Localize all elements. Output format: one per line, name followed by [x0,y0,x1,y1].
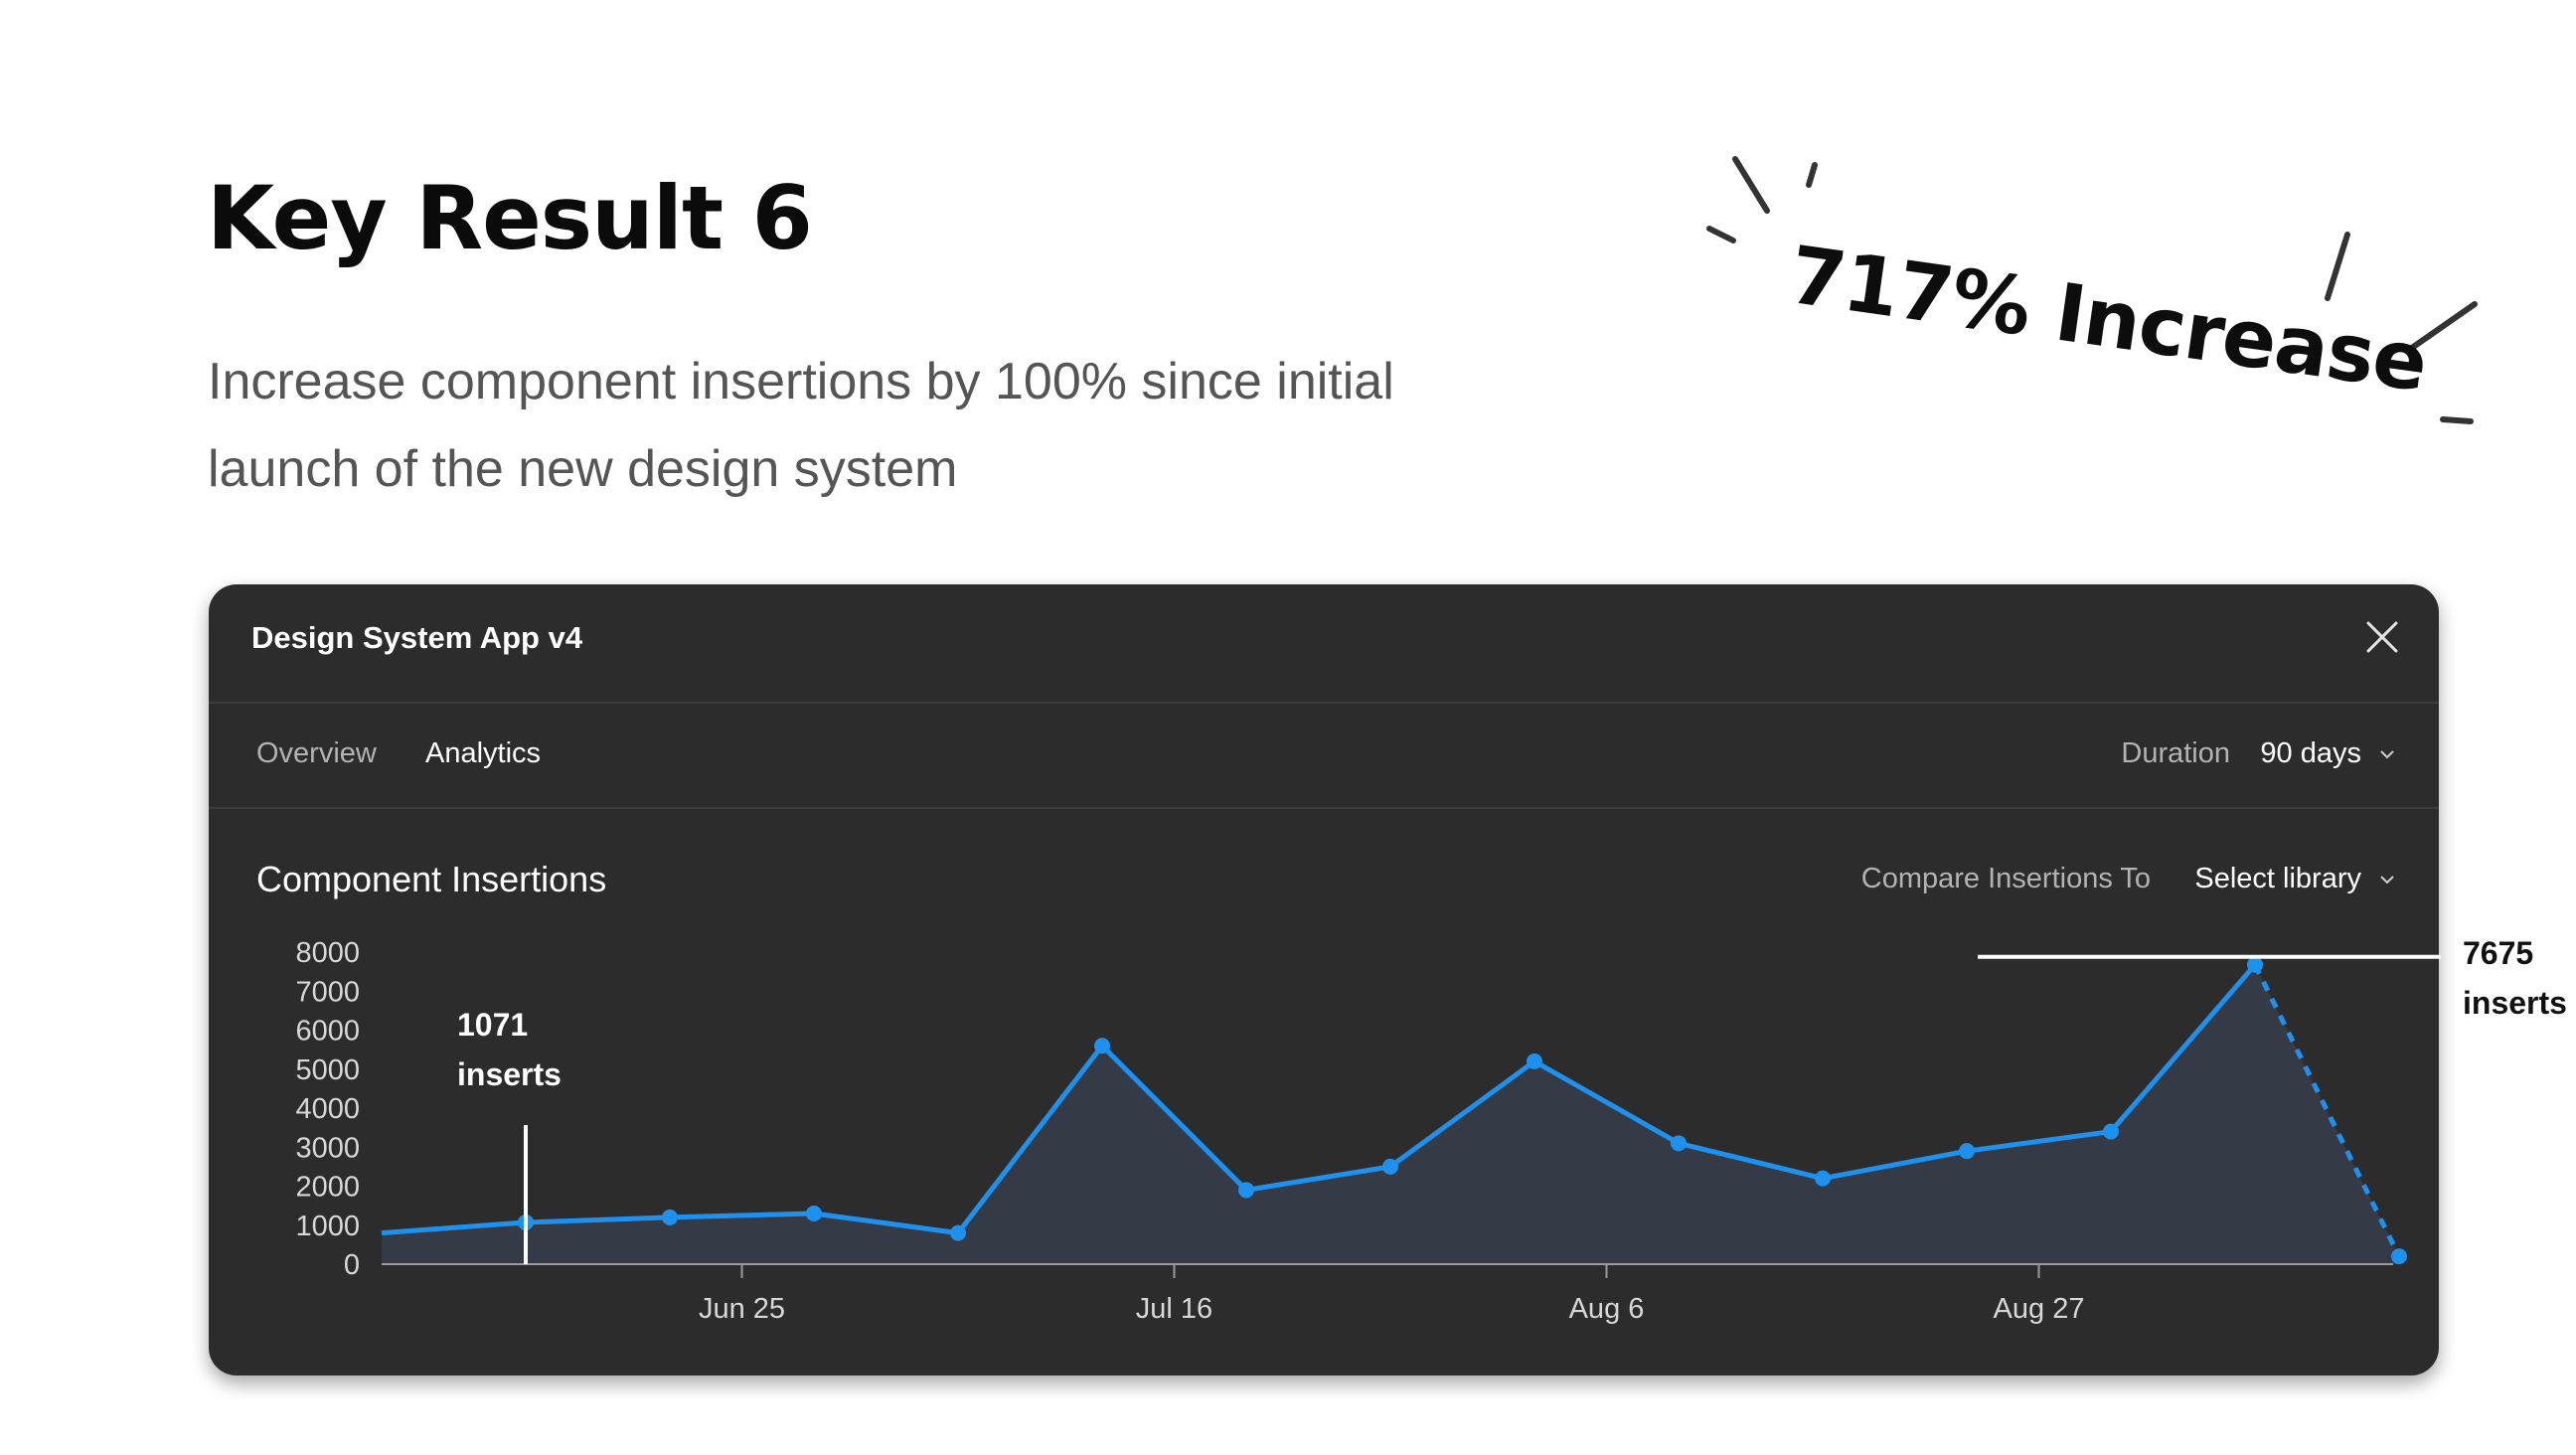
data-point [2103,1123,2119,1140]
x-tick-label: Jul 16 [1136,1293,1212,1325]
data-point [2247,956,2263,973]
y-tick-label: 8000 [295,937,360,969]
data-point [1527,1052,1542,1069]
compare-label: Compare Insertions To [1860,863,2151,894]
annotation-unit: inserts [457,1056,562,1092]
window-header: Design System App v4 [209,584,2439,704]
annotation-unit: inserts [2463,985,2567,1021]
y-tick-label: 3000 [295,1132,360,1164]
data-point [1959,1143,1975,1160]
compare-library-dropdown[interactable]: Select library [2194,863,2395,895]
data-point [1238,1182,1254,1199]
window-title: Design System App v4 [251,620,583,655]
tab-overview[interactable]: Overview [256,737,377,769]
chevron-down-icon [2380,875,2394,884]
data-point [1815,1170,1831,1187]
annotation-value: 7675 [2463,935,2533,971]
series-area-fill-projected [2255,964,2399,1264]
tab-toolbar: Overview Analytics Duration 90 days [209,704,2439,809]
y-tick-label: 6000 [295,1016,360,1048]
data-point [1382,1158,1398,1175]
series-line [381,963,2257,1236]
chart-title: Component Insertions [256,859,607,899]
duration-value: 90 days [2260,737,2361,769]
data-point [950,1224,966,1241]
data-point [2391,1248,2407,1265]
y-tick-label: 2000 [295,1172,360,1204]
key-result-description: Increase component insertions by 100% si… [208,353,1394,498]
data-point [1671,1135,1687,1152]
y-tick-label: 4000 [295,1093,360,1125]
key-result-title: Key Result 6 [207,167,813,269]
series-area-fill [382,964,2255,1264]
series-line-projected [2252,963,2402,1258]
data-point [1094,1038,1110,1054]
x-tick-label: Aug 6 [1569,1293,1645,1325]
compare-library-value: Select library [2194,863,2361,894]
data-point [662,1209,678,1225]
y-tick-label: 1000 [295,1211,360,1242]
x-tick-label: Aug 27 [1994,1293,2085,1325]
duration-label: Duration [2121,737,2230,769]
x-tick-label: Jun 25 [699,1293,785,1325]
close-icon [2366,621,2398,653]
annotation-value: 1071 [457,1007,528,1043]
data-point [806,1205,822,1221]
y-tick-label: 0 [344,1249,360,1281]
chevron-down-icon [2380,749,2394,758]
tab-analytics[interactable]: Analytics [425,737,542,769]
duration-dropdown[interactable]: 90 days [2260,737,2395,770]
close-button[interactable] [2359,614,2405,660]
y-tick-label: 7000 [295,976,360,1008]
y-tick-label: 5000 [295,1054,360,1086]
